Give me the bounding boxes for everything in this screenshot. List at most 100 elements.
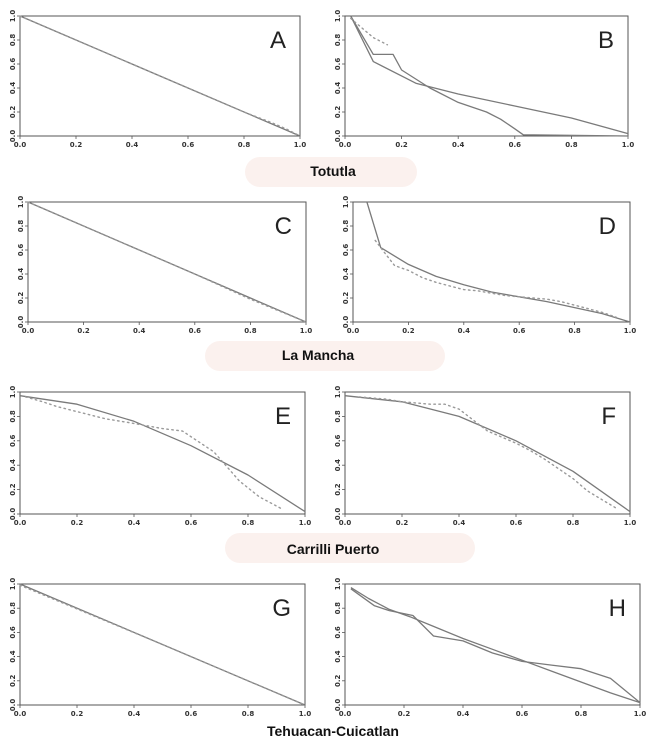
- y-tick-label-b: 0.8: [334, 34, 342, 47]
- y-tick-label-b: 0.0: [334, 130, 342, 143]
- x-tick-label-f: 0.6: [510, 519, 523, 527]
- x-tick-label-d: 0.2: [402, 327, 415, 335]
- x-tick-label-d: 0.6: [513, 327, 526, 335]
- x-tick-label-b: 0.8: [565, 141, 578, 149]
- x-tick-label-g: 1.0: [299, 710, 312, 718]
- x-tick-label-e: 0.6: [185, 519, 198, 527]
- panel-letter-f: F: [601, 403, 616, 430]
- x-tick-label-a: 0.2: [70, 141, 83, 149]
- y-tick-label-d: 0.6: [342, 244, 350, 257]
- y-tick-label-d: 0.8: [342, 220, 350, 233]
- site-label-band-2: [225, 533, 475, 563]
- y-tick-label-a: 0.8: [9, 34, 17, 47]
- site-label-la-mancha: La Mancha: [282, 347, 355, 363]
- panel-letter-b: B: [598, 27, 614, 54]
- dotted-series-c-1: [27, 201, 307, 323]
- y-tick-label-a: 0.6: [9, 58, 17, 71]
- plot-frame-g: [19, 583, 306, 706]
- x-tick-label-e: 0.4: [128, 519, 141, 527]
- x-tick-label-b: 0.4: [452, 141, 465, 149]
- site-label-band-1: [205, 341, 445, 371]
- x-tick-label-h: 0.6: [516, 710, 529, 718]
- site-label-carrilli-puerto: Carrilli Puerto: [287, 541, 380, 557]
- y-tick-label-a: 0.4: [9, 82, 17, 95]
- y-tick-label-b: 0.2: [334, 106, 342, 119]
- y-tick-label-a: 0.0: [9, 130, 17, 143]
- y-tick-label-c: 0.2: [17, 292, 25, 305]
- panel-f: 0.0 0.2 0.4 0.6 0.8 1.0 0.0 0.2 0.4 0.6 0.8 1.0 F: [334, 386, 636, 527]
- y-tick-label-h: 0.4: [334, 650, 342, 663]
- x-tick-label-g: 0.2: [71, 710, 84, 718]
- site-label-totutla: Totutla: [310, 163, 356, 179]
- plot-frame-d: [352, 201, 631, 323]
- plot-frame-a: [19, 15, 301, 137]
- x-tick-label-f: 0.0: [339, 519, 352, 527]
- x-tick-label-d: 0.8: [568, 327, 581, 335]
- panel-letter-h: H: [609, 595, 626, 622]
- x-tick-label-h: 0.0: [339, 710, 352, 718]
- plot-frame-e: [19, 391, 306, 515]
- y-tick-label-d: 1.0: [342, 196, 350, 209]
- panel-letter-d: D: [599, 213, 616, 240]
- dotted-series-b-2: [350, 17, 389, 46]
- x-tick-label-d: 1.0: [624, 327, 637, 335]
- panel-c: 0.0 0.2 0.4 0.6 0.8 1.0 0.0 0.2 0.4 0.6 0.8 1.0 C: [17, 196, 312, 335]
- y-tick-label-c: 1.0: [17, 196, 25, 209]
- panels: 0.0 0.2 0.4 0.6 0.8 1.00.00.20.40.60.81.0A0.0…: [9, 10, 646, 718]
- y-tick-label-g: 0.2: [9, 674, 17, 687]
- dotted-series-f-1: [358, 396, 617, 509]
- x-tick-label-a: 0.6: [182, 141, 195, 149]
- panel-letter-c: C: [275, 213, 292, 240]
- panel-e: 0.0 0.2 0.4 0.6 0.8 1.0 0.0 0.2 0.4 0.6 0.8 1.0 E: [9, 386, 311, 527]
- x-tick-label-f: 0.4: [453, 519, 466, 527]
- line-series-h-0: [350, 587, 641, 704]
- site-label-tehuacan-cuicatlan: Tehuacan-Cuicatlan: [267, 723, 399, 739]
- line-series-f-0: [344, 395, 631, 513]
- dotted-series-d-1: [374, 239, 617, 318]
- y-tick-label-e: 0.2: [9, 483, 17, 496]
- panel-a: 0.0 0.2 0.4 0.6 0.8 1.0 0.0 0.2 0.4 0.6 0.8 1.0 A: [9, 10, 306, 149]
- y-tick-label-f: 0.8: [334, 410, 342, 423]
- y-tick-label-h: 0.2: [334, 674, 342, 687]
- x-tick-label-a: 0.4: [126, 141, 139, 149]
- x-tick-label-f: 0.2: [396, 519, 409, 527]
- panel-d: 0.0 0.2 0.4 0.6 0.8 1.0 0.0 0.2 0.4 0.6 0.8 1.0 D: [342, 196, 636, 335]
- panel-letter-g: G: [272, 595, 291, 622]
- x-tick-label-h: 0.8: [575, 710, 588, 718]
- y-tick-label-g: 0.4: [9, 650, 17, 663]
- y-tick-label-c: 0.4: [17, 268, 25, 281]
- y-tick-label-e: 0.4: [9, 459, 17, 472]
- y-tick-label-e: 0.0: [9, 508, 17, 521]
- line-series-h-1: [350, 588, 641, 704]
- site-label-band-0: [245, 157, 417, 187]
- x-tick-label-h: 0.2: [398, 710, 411, 718]
- y-tick-label-g: 1.0: [9, 578, 17, 591]
- line-series-b-0: [350, 15, 629, 137]
- x-tick-label-e: 1.0: [299, 519, 312, 527]
- y-tick-label-h: 0.0: [334, 699, 342, 712]
- y-tick-label-e: 1.0: [9, 386, 17, 399]
- y-tick-label-e: 0.6: [9, 434, 17, 447]
- x-tick-label-c: 1.0: [300, 327, 313, 335]
- x-tick-label-h: 0.4: [457, 710, 470, 718]
- x-tick-label-b: 0.2: [395, 141, 408, 149]
- x-tick-label-g: 0.6: [185, 710, 198, 718]
- y-tick-label-c: 0.6: [17, 244, 25, 257]
- plot-frame-c: [27, 201, 307, 323]
- y-tick-label-d: 0.2: [342, 292, 350, 305]
- y-tick-label-a: 1.0: [9, 10, 17, 23]
- y-tick-label-d: 0.4: [342, 268, 350, 281]
- y-tick-label-g: 0.6: [9, 626, 17, 639]
- x-tick-label-g: 0.4: [128, 710, 141, 718]
- y-tick-label-f: 0.4: [334, 459, 342, 472]
- panel-b: 0.0 0.2 0.4 0.6 0.8 1.0 0.0 0.2 0.4 0.6 0.8 1.0 B: [334, 10, 634, 149]
- y-tick-label-f: 0.2: [334, 483, 342, 496]
- y-tick-label-b: 1.0: [334, 10, 342, 23]
- y-tick-label-f: 0.6: [334, 434, 342, 447]
- x-tick-label-d: 0.4: [458, 327, 471, 335]
- x-tick-label-e: 0.2: [71, 519, 84, 527]
- x-tick-label-a: 0.8: [238, 141, 251, 149]
- x-tick-label-g: 0.0: [14, 710, 27, 718]
- line-series-b-1: [350, 15, 629, 135]
